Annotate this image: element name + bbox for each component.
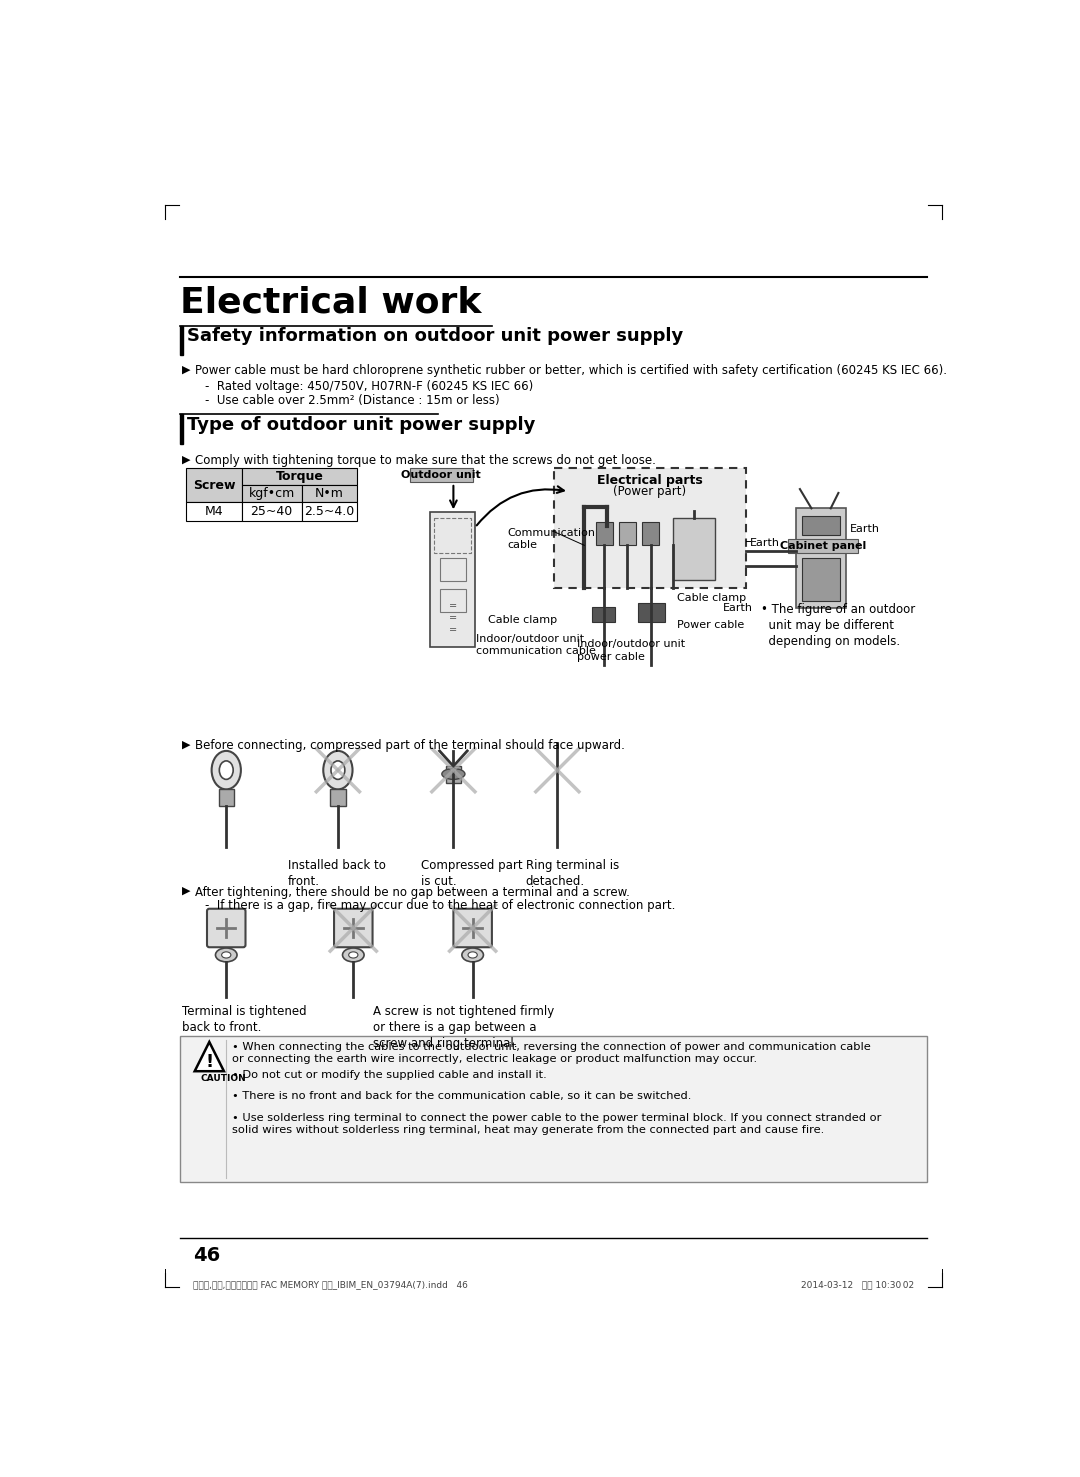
Text: 2014-03-12   오전 10:30 02: 2014-03-12 오전 10:30 02 xyxy=(800,1281,914,1289)
Ellipse shape xyxy=(216,948,237,962)
Text: !: ! xyxy=(205,1053,214,1071)
Text: Installed back to
front.: Installed back to front. xyxy=(288,858,386,888)
Bar xyxy=(242,502,301,521)
Text: Earth: Earth xyxy=(723,603,753,613)
Ellipse shape xyxy=(349,951,357,959)
Text: Screw: Screw xyxy=(192,479,235,492)
Text: Electrical parts: Electrical parts xyxy=(597,474,703,487)
Text: Indoor/outdoor unit
power cable: Indoor/outdoor unit power cable xyxy=(577,640,685,662)
Text: Torque: Torque xyxy=(275,470,323,483)
Text: Ring terminal is
detached.: Ring terminal is detached. xyxy=(526,858,619,888)
Ellipse shape xyxy=(330,761,345,780)
Text: Cable clamp: Cable clamp xyxy=(488,614,557,625)
Bar xyxy=(788,539,858,552)
Bar xyxy=(592,607,616,622)
Text: Cable clamp: Cable clamp xyxy=(677,594,746,603)
Text: • There is no front and back for the communication cable, so it can be switched.: • There is no front and back for the com… xyxy=(231,1092,691,1102)
Text: ▶: ▶ xyxy=(183,455,191,464)
Bar xyxy=(301,486,357,502)
Text: Communication
cable: Communication cable xyxy=(508,527,595,549)
Bar xyxy=(301,502,357,521)
Text: • The figure of an outdoor
  unit may be different
  depending on models.: • The figure of an outdoor unit may be d… xyxy=(761,603,916,648)
Bar xyxy=(673,518,715,580)
Text: • Use solderless ring terminal to connect the power cable to the power terminal : • Use solderless ring terminal to connec… xyxy=(231,1112,881,1136)
Text: CAUTION: CAUTION xyxy=(201,1074,246,1083)
Bar xyxy=(409,468,473,482)
Text: Before connecting, compressed part of the terminal should face upward.: Before connecting, compressed part of th… xyxy=(194,740,624,752)
Text: Safety information on outdoor unit power supply: Safety information on outdoor unit power… xyxy=(187,328,684,346)
Bar xyxy=(796,508,846,609)
Bar xyxy=(802,558,840,601)
Text: After tightening, there should be no gap between a terminal and a screw.: After tightening, there should be no gap… xyxy=(194,886,630,898)
Text: Earth: Earth xyxy=(750,538,780,548)
FancyBboxPatch shape xyxy=(454,908,491,947)
Text: Comply with tightening torque to make sure that the screws do not get loose.: Comply with tightening torque to make su… xyxy=(194,455,656,467)
Ellipse shape xyxy=(212,750,241,789)
Ellipse shape xyxy=(342,948,364,962)
Bar xyxy=(180,326,184,354)
Text: 사우디,인도,나이지리아항 FAC MEMORY 냉방_IBIM_EN_03794A(7).indd   46: 사우디,인도,나이지리아항 FAC MEMORY 냉방_IBIM_EN_0379… xyxy=(193,1281,468,1289)
Text: ▶: ▶ xyxy=(183,886,191,895)
Bar xyxy=(330,789,346,806)
Bar xyxy=(430,513,475,647)
Text: Power cable must be hard chloroprene synthetic rubber or better, which is certif: Power cable must be hard chloroprene syn… xyxy=(194,365,947,377)
Text: -  Use cable over 2.5mm² (Distance : 15m or less): - Use cable over 2.5mm² (Distance : 15m … xyxy=(205,393,500,406)
Ellipse shape xyxy=(442,768,465,780)
Text: ▶: ▶ xyxy=(183,740,191,749)
Text: Outdoor unit: Outdoor unit xyxy=(401,470,481,480)
Text: -  If there is a gap, fire may occur due to the heat of electronic connection pa: - If there is a gap, fire may occur due … xyxy=(205,899,676,913)
Bar xyxy=(180,415,184,443)
FancyBboxPatch shape xyxy=(334,908,373,947)
Bar xyxy=(554,468,746,588)
Bar xyxy=(186,502,242,521)
Text: A screw is not tightened firmly
or there is a gap between a
screw and ring termi: A screw is not tightened firmly or there… xyxy=(373,1004,554,1050)
Bar xyxy=(638,603,665,622)
Bar xyxy=(619,523,636,545)
Ellipse shape xyxy=(462,948,484,962)
Bar xyxy=(440,558,465,582)
Bar xyxy=(180,1035,927,1182)
Text: -  Rated voltage: 450/750V, H07RN-F (60245 KS IEC 66): - Rated voltage: 450/750V, H07RN-F (6024… xyxy=(205,380,534,393)
Text: N•m: N•m xyxy=(315,487,343,501)
Polygon shape xyxy=(194,1041,224,1071)
Bar xyxy=(218,789,234,806)
Text: (Power part): (Power part) xyxy=(613,486,686,498)
Text: Earth: Earth xyxy=(850,524,880,533)
Text: Type of outdoor unit power supply: Type of outdoor unit power supply xyxy=(187,417,536,434)
Text: =
=
=: = = = xyxy=(448,601,457,635)
Text: • When connecting the cables to the outdoor unit, reversing the connection of po: • When connecting the cables to the outd… xyxy=(231,1041,870,1065)
Ellipse shape xyxy=(468,951,477,959)
Ellipse shape xyxy=(221,951,231,959)
Bar xyxy=(642,523,659,545)
Text: Indoor/outdoor unit
communication cable: Indoor/outdoor unit communication cable xyxy=(476,634,596,656)
Bar xyxy=(434,518,471,552)
Text: 2.5~4.0: 2.5~4.0 xyxy=(305,505,354,518)
Ellipse shape xyxy=(323,750,352,789)
Bar xyxy=(242,486,301,502)
Bar xyxy=(802,515,840,535)
Text: • Do not cut or modify the supplied cable and install it.: • Do not cut or modify the supplied cabl… xyxy=(231,1071,546,1081)
Text: Terminal is tightened
back to front.: Terminal is tightened back to front. xyxy=(183,1004,307,1034)
Text: 25~40: 25~40 xyxy=(251,505,293,518)
Text: Cabinet panel: Cabinet panel xyxy=(780,541,866,551)
Bar xyxy=(186,468,242,502)
Text: Compressed part
is cut.: Compressed part is cut. xyxy=(421,858,523,888)
Text: Power cable: Power cable xyxy=(677,620,744,631)
Text: kgf•cm: kgf•cm xyxy=(248,487,295,501)
Text: 46: 46 xyxy=(193,1247,220,1264)
Bar xyxy=(242,468,357,486)
Text: Electrical work: Electrical work xyxy=(180,285,482,319)
Ellipse shape xyxy=(219,761,233,780)
Bar xyxy=(446,767,461,783)
Text: M4: M4 xyxy=(204,505,224,518)
Text: ▶: ▶ xyxy=(183,365,191,374)
FancyBboxPatch shape xyxy=(207,908,245,947)
Bar xyxy=(596,523,612,545)
Bar xyxy=(440,589,465,613)
